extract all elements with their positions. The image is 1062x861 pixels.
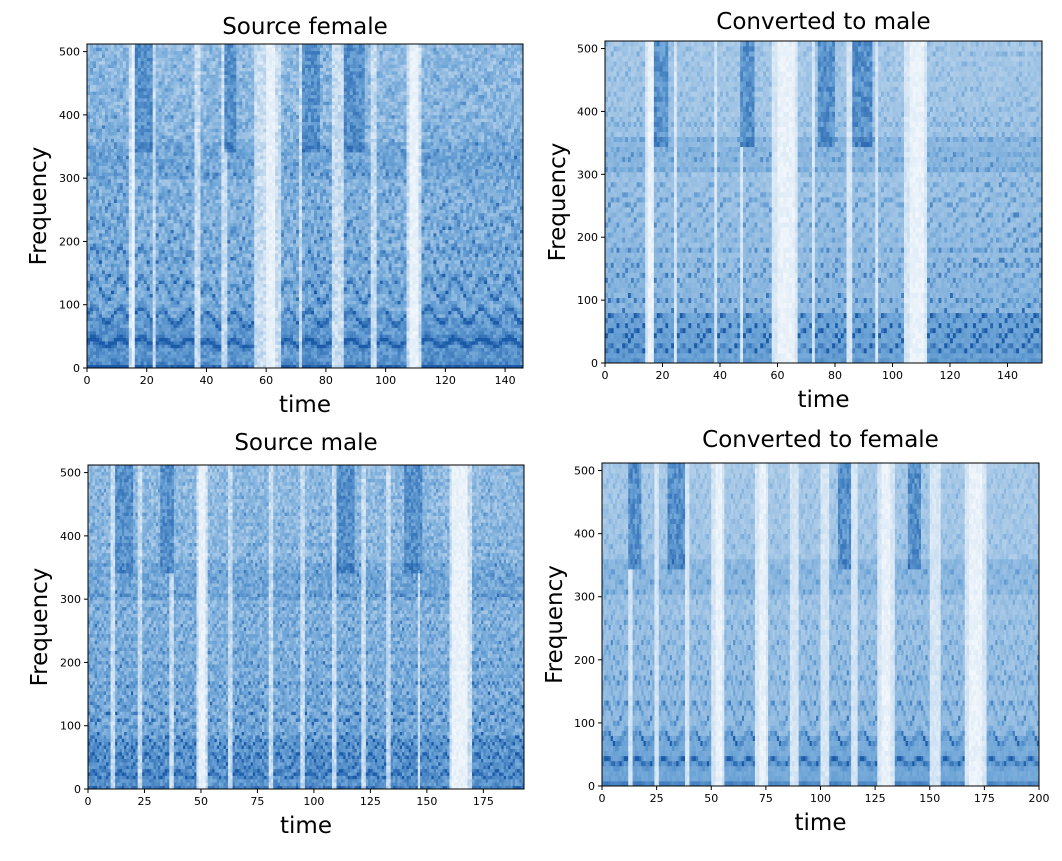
- x-tick-label: 25: [650, 792, 664, 805]
- x-tick-label: 200: [1029, 792, 1050, 805]
- chart-title: Converted to female: [702, 427, 939, 453]
- x-tick-label: 50: [704, 792, 718, 805]
- spectrogram-heatmap: [602, 463, 1039, 786]
- x-tick-label: 125: [865, 792, 886, 805]
- x-tick-label: 75: [759, 792, 773, 805]
- x-tick-label: 175: [974, 792, 995, 805]
- figure-root: 0 20 40 60 80 100 120 140 0 100 200 300 400 500 Source…: [0, 0, 1062, 861]
- x-tick-label: 150: [919, 792, 940, 805]
- y-tick-label: 300: [574, 591, 595, 604]
- y-tick-label: 500: [574, 465, 595, 478]
- y-tick-label: 100: [574, 717, 595, 730]
- x-tick-label: 0: [599, 792, 606, 805]
- y-tick-label: 200: [574, 654, 595, 667]
- panel-converted-female: 0 25 50 75 100 125 150 175 200 0 100 200 300 400 500 Co…: [0, 0, 1062, 861]
- x-tick-label: 100: [810, 792, 831, 805]
- y-tick-label: 400: [574, 528, 595, 541]
- x-axis-label: time: [795, 810, 847, 836]
- y-tick-label: 0: [588, 780, 595, 793]
- y-axis-label: Frequency: [542, 565, 568, 684]
